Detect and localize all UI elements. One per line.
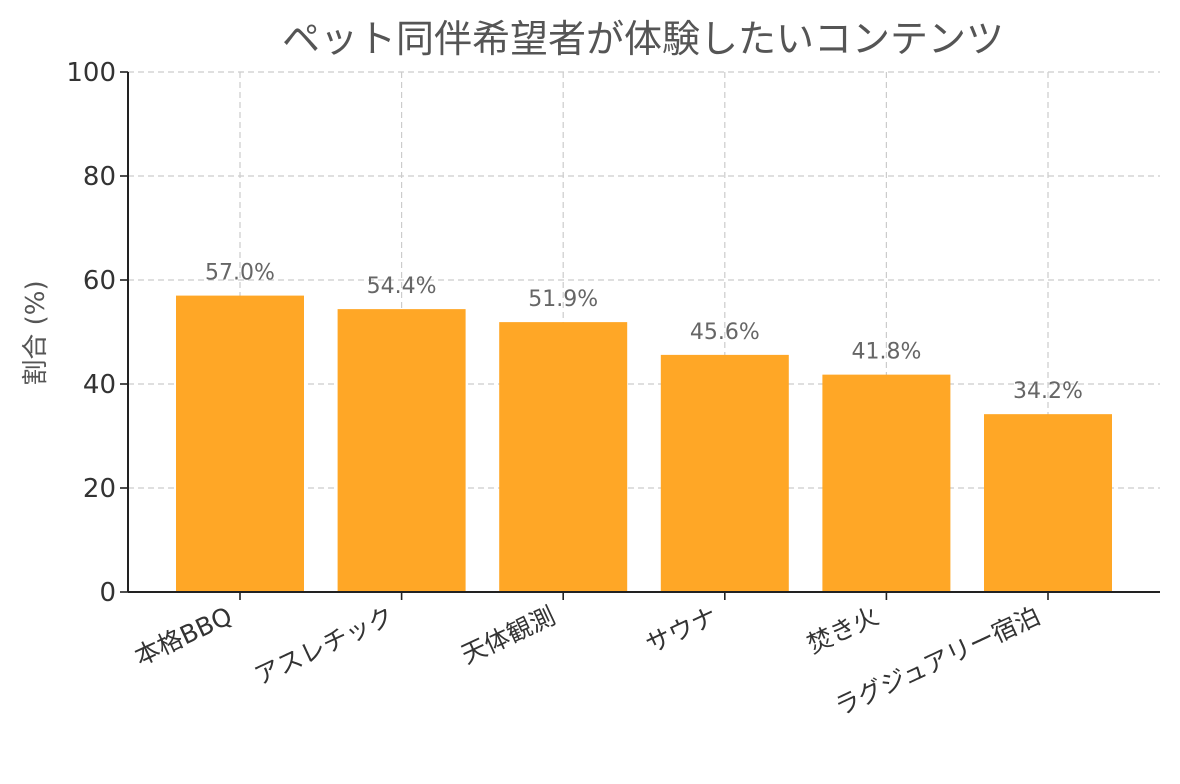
chart-title: ペット同伴希望者が体験したいコンテンツ xyxy=(282,17,1004,61)
y-tick-label: 0 xyxy=(99,578,116,608)
x-tick-label: 焚き火 xyxy=(803,601,883,659)
bar-6 xyxy=(984,414,1112,592)
y-ticks: 0 20 40 60 80 100 xyxy=(66,58,128,608)
y-tick-label: 60 xyxy=(83,266,116,296)
data-label-1: 57.0% xyxy=(205,261,275,286)
data-label-5: 41.8% xyxy=(851,340,921,365)
y-tick-label: 100 xyxy=(66,58,116,88)
y-axis-label: 割合 (%) xyxy=(21,280,51,385)
x-tick-label: 本格BBQ xyxy=(130,601,236,671)
data-label-6: 34.2% xyxy=(1013,379,1083,404)
y-tick-label: 20 xyxy=(83,474,116,504)
x-tick-label: 天体観測 xyxy=(457,601,560,670)
data-label-3: 51.9% xyxy=(528,287,598,312)
y-tick-label: 80 xyxy=(83,162,116,192)
x-tick-label: サウナ xyxy=(641,601,721,659)
data-label-4: 45.6% xyxy=(690,320,760,345)
bar-3 xyxy=(499,322,628,592)
x-tick-label: アスレチック xyxy=(250,601,398,691)
bar-2 xyxy=(337,309,466,592)
axes xyxy=(127,72,1160,593)
data-label-2: 54.4% xyxy=(367,274,437,299)
y-tick-label: 40 xyxy=(83,370,116,400)
bars xyxy=(176,295,1112,592)
data-labels: 57.0% 54.4% 51.9% 45.6% 41.8% 34.2% xyxy=(205,261,1083,405)
bar-1 xyxy=(176,295,304,592)
bar-4 xyxy=(660,354,789,592)
bar-5 xyxy=(822,374,951,592)
